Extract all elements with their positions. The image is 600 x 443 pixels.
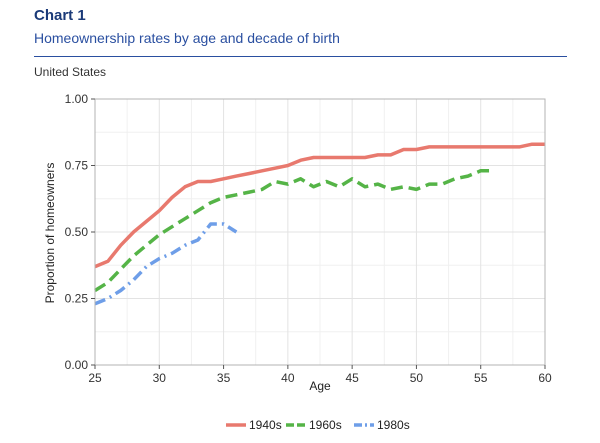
x-axis-label: Age bbox=[309, 379, 331, 393]
y-tick-label: 0.25 bbox=[65, 292, 89, 306]
x-tick-label: 30 bbox=[153, 371, 167, 385]
chart-subtitle: United States bbox=[34, 65, 107, 79]
x-tick-label: 45 bbox=[345, 371, 359, 385]
series-line-1940s bbox=[94, 142, 545, 269]
y-tick-label: 0.50 bbox=[65, 225, 89, 239]
x-tick-label: 55 bbox=[474, 371, 488, 385]
chart-title: Homeownership rates by age and decade of… bbox=[34, 30, 340, 46]
header-divider bbox=[34, 56, 567, 57]
series-line-1980s bbox=[94, 222, 238, 306]
chart-number: Chart 1 bbox=[34, 7, 86, 24]
y-axis-label: Proportion of homeowners bbox=[43, 163, 57, 304]
y-tick-label: 0.00 bbox=[65, 358, 89, 372]
legend: 1940s 1960s 1980s bbox=[226, 418, 410, 432]
legend-label-1980s: 1980s bbox=[377, 418, 410, 432]
legend-label-1940s: 1940s bbox=[249, 418, 282, 432]
series-lines bbox=[94, 142, 545, 306]
x-tick-label: 35 bbox=[217, 371, 231, 385]
y-axis-ticks: 0.00 0.25 0.50 0.75 1.00 bbox=[65, 92, 95, 372]
x-tick-label: 60 bbox=[538, 371, 552, 385]
x-tick-label: 50 bbox=[410, 371, 424, 385]
y-tick-label: 1.00 bbox=[65, 92, 89, 106]
x-axis-ticks: 25 30 35 40 45 50 55 60 bbox=[88, 365, 552, 385]
y-tick-label: 0.75 bbox=[65, 159, 89, 173]
x-tick-label: 40 bbox=[281, 371, 295, 385]
legend-label-1960s: 1960s bbox=[309, 418, 342, 432]
series-line-1960s bbox=[94, 169, 494, 292]
x-tick-label: 25 bbox=[88, 371, 102, 385]
